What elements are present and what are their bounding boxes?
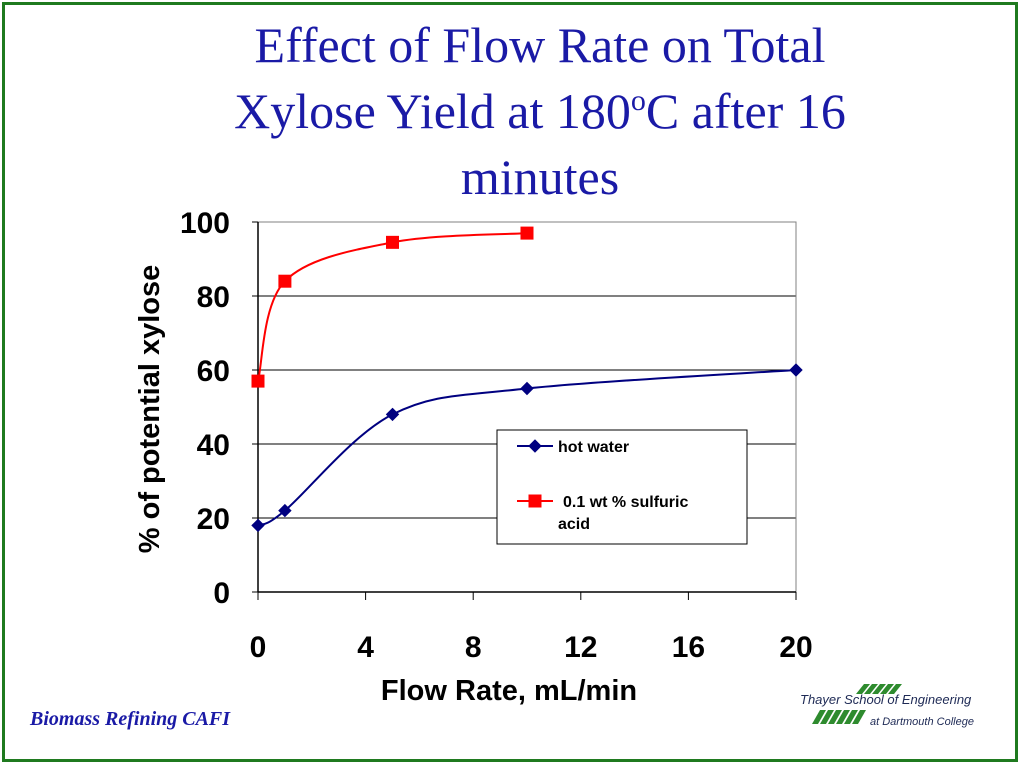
data-point-s0-0	[251, 518, 265, 533]
legend-marker-1	[528, 494, 542, 508]
data-point-s0-4	[789, 363, 803, 377]
degree-superscript: o	[630, 84, 646, 117]
legend-label-0: hot water	[558, 439, 629, 456]
title-line-1: Effect of Flow Rate on Total	[254, 17, 826, 73]
x-tick-label-1: 4	[357, 631, 374, 664]
slide-title: Effect of Flow Rate on Total Xylose Yiel…	[140, 12, 940, 210]
data-point-s0-3	[520, 381, 534, 396]
title-line-2: Xylose Yield at 180oC after 16	[140, 78, 940, 144]
x-tick-label-0: 0	[250, 631, 267, 664]
x-tick-label-2: 8	[465, 631, 482, 664]
x-axis-title: Flow Rate, mL/min	[381, 675, 637, 707]
x-tick-label-3: 12	[564, 631, 597, 664]
thayer-logo: Thayer School of Engineering at Dartmout…	[800, 680, 980, 740]
title-line-3: minutes	[460, 149, 620, 205]
data-point-s0-2	[385, 407, 400, 422]
legend-label-1: 0.1 wt % sulfuric acid	[558, 494, 688, 533]
y-tick-label-4: 80	[197, 281, 230, 314]
y-tick-label-0: 0	[213, 577, 230, 610]
logo-line-1: Thayer School of Engineering	[800, 692, 972, 707]
logo-graphic-icon	[812, 684, 902, 724]
legend: hot water 0.1 wt % sulfuric acid	[496, 429, 748, 545]
data-point-s1-1	[278, 274, 292, 288]
data-point-s1-2	[386, 235, 399, 249]
legend-marker-0	[528, 439, 542, 453]
title-line-2-end: C after 16	[645, 83, 846, 139]
data-point-s1-3	[520, 226, 534, 240]
footer-text: Biomass Refining CAFI	[30, 708, 231, 730]
data-point-s1-0	[251, 374, 265, 388]
x-tick-label-4: 16	[672, 631, 705, 664]
title-line-2-start: Xylose Yield at 180	[234, 83, 631, 139]
y-tick-label-5: 100	[180, 207, 230, 240]
logo-line-2: at Dartmouth College	[870, 716, 974, 728]
y-axis-title: % of potential xylose	[134, 265, 166, 553]
x-tick-label-5: 20	[779, 631, 812, 664]
y-tick-label-1: 20	[197, 503, 230, 536]
y-tick-label-3: 60	[197, 355, 230, 388]
data-point-s0-1	[278, 503, 292, 518]
y-tick-label-2: 40	[197, 429, 230, 462]
series-line-1	[257, 232, 528, 382]
